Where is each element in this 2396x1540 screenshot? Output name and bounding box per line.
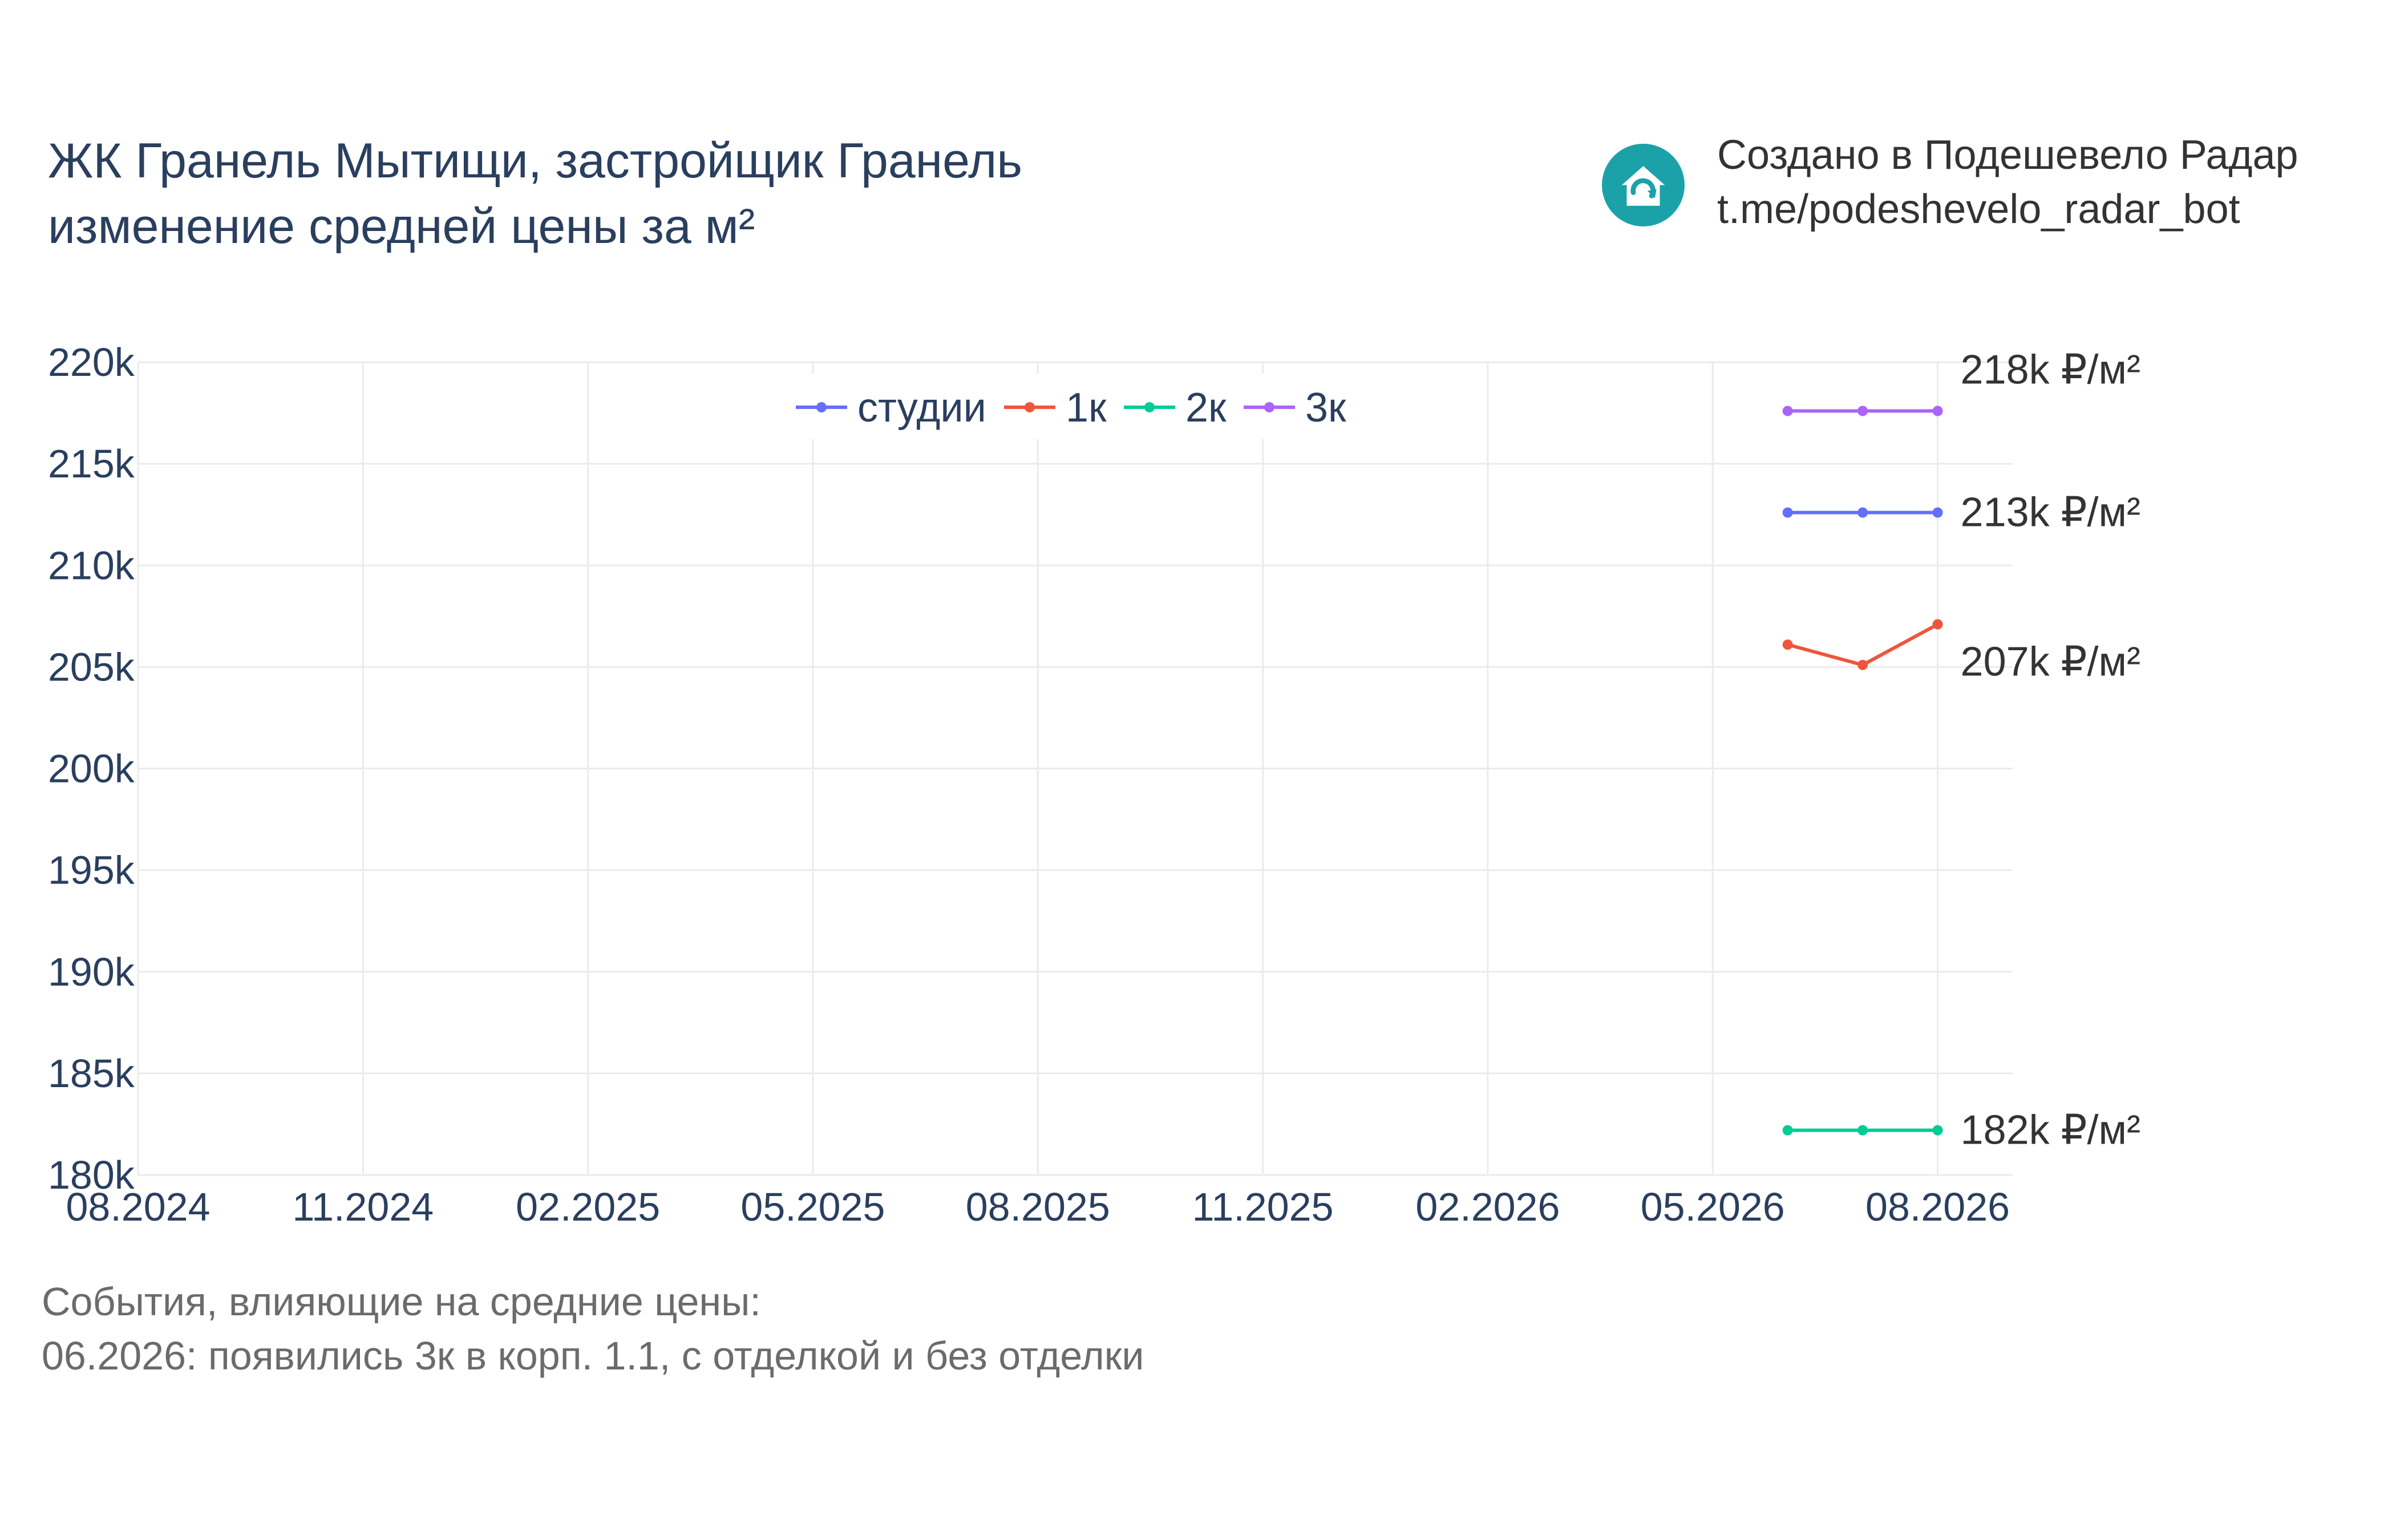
house-refresh-icon (1602, 144, 1685, 226)
chart-title-line-2: изменение средней цены за м² (48, 199, 755, 254)
branding-link[interactable]: t.me/podeshevelo_radar_bot (1717, 187, 2240, 233)
legend-label: 1к (1066, 385, 1107, 431)
data-point (1932, 507, 1943, 518)
x-tick-label: 08.2024 (66, 1185, 210, 1229)
chart-ticks: 180k 185k 190k 195k 200k 205k 210k 215k 220k 08.2… (48, 340, 2010, 1229)
chart-grid (137, 361, 2013, 1176)
x-tick-label: 08.2026 (1865, 1185, 2010, 1229)
data-point (1932, 406, 1943, 416)
series-end-label: 213k ₽/м² (1961, 490, 2140, 536)
legend-swatch-marker (816, 402, 827, 412)
y-tick-label: 215k (48, 441, 135, 486)
x-tick-label: 11.2025 (1192, 1185, 1334, 1229)
data-point (1782, 406, 1793, 416)
y-tick-label: 210k (48, 543, 135, 587)
data-point (1857, 1125, 1868, 1136)
x-tick-label: 02.2026 (1415, 1185, 1560, 1229)
branding-line-1: Создано в Подешевело Радар (1717, 132, 2298, 178)
event-item: 06.2026: появились 3к в корп. 1.1, с отд… (42, 1334, 1144, 1379)
events-heading: События, влияющие на средние цены: (42, 1279, 761, 1324)
logo-arrowhead (1647, 189, 1657, 198)
legend-swatch-marker (1144, 402, 1155, 412)
x-tick-label: 05.2025 (740, 1185, 885, 1229)
x-tick-label: 08.2025 (966, 1185, 1110, 1229)
y-tick-label: 180k (48, 1153, 135, 1197)
y-tick-label: 185k (48, 1051, 135, 1096)
x-tick-label: 11.2024 (292, 1185, 434, 1229)
data-point (1857, 659, 1868, 670)
chart-legend: студии 1к 2к 3к (782, 374, 1363, 439)
chart-title-line-1: ЖК Гранель Мытищи, застройщик Гранель (48, 133, 1023, 188)
legend-swatch-marker (1025, 402, 1035, 412)
y-tick-label: 220k (48, 340, 135, 384)
series-end-label: 207k ₽/м² (1961, 639, 2140, 685)
y-tick-label: 205k (48, 645, 135, 689)
legend-swatch-marker (1264, 402, 1274, 412)
x-tick-label: 05.2026 (1641, 1185, 1785, 1229)
legend-label: студии (857, 385, 986, 431)
x-tick-label: 02.2025 (516, 1185, 660, 1229)
chart-title: ЖК Гранель Мытищи, застройщик Гранель из… (48, 128, 1246, 260)
branding-text: Создано в Подешевело Радар t.me/podeshev… (1717, 128, 2298, 237)
chart-series (1782, 406, 1943, 1136)
data-point (1932, 619, 1943, 630)
branding-block: Создано в Подешевело Радар t.me/podeshev… (1597, 128, 2367, 242)
data-point (1857, 507, 1868, 518)
y-tick-label: 200k (48, 747, 135, 791)
series-line (1787, 622, 1939, 667)
chart-end-labels: 213k ₽/м² 207k ₽/м² 182k ₽/м² 218k ₽/м² (1961, 347, 2140, 1153)
data-point (1857, 406, 1868, 416)
legend-label: 3к (1305, 385, 1346, 431)
series-end-label: 218k ₽/м² (1961, 347, 2140, 393)
series-end-label: 182k ₽/м² (1961, 1108, 2140, 1153)
data-point (1932, 1125, 1943, 1136)
data-point (1782, 1125, 1793, 1136)
events-note: События, влияющие на средние цены: 06.20… (42, 1275, 1144, 1383)
y-tick-label: 195k (48, 848, 135, 893)
data-point (1782, 639, 1793, 650)
legend-label: 2к (1185, 385, 1227, 431)
data-point (1782, 507, 1793, 518)
y-tick-label: 190k (48, 950, 135, 994)
